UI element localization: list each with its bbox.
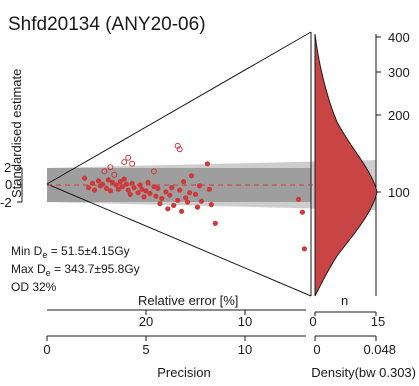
data-point	[139, 186, 145, 192]
data-point	[95, 178, 102, 184]
data-point	[117, 179, 123, 185]
right-axis: 400 300 200 100	[376, 30, 410, 200]
right-tick-label: 200	[388, 108, 410, 123]
data-point-open	[107, 164, 114, 171]
data-point	[169, 185, 175, 191]
data-point	[188, 173, 195, 179]
data-point-open	[150, 168, 157, 175]
n-tick-label: 15	[371, 314, 385, 329]
data-point	[163, 189, 169, 195]
data-point-open	[125, 154, 132, 161]
data-point	[151, 184, 157, 190]
data-point	[167, 192, 173, 198]
wedge-lower-line	[46, 183, 312, 297]
data-point	[208, 202, 214, 208]
y-axis-label: Standardised estimate	[9, 69, 24, 198]
data-point	[301, 246, 307, 252]
data-point	[127, 191, 133, 197]
n-tick-label: 0	[309, 314, 316, 329]
data-point	[159, 196, 165, 202]
data-point	[115, 186, 121, 192]
precision-tick-label: 0	[43, 342, 50, 357]
stat-min-de: Min De = 51.5±4.15Gy	[11, 244, 130, 260]
data-point-open	[101, 168, 108, 175]
data-point	[153, 193, 159, 199]
data-point	[113, 182, 119, 188]
density-curve	[314, 33, 378, 297]
data-point	[165, 206, 171, 212]
density-axis-label: Density(bw 0.303)	[311, 365, 416, 380]
data-point	[299, 209, 305, 215]
data-point	[198, 198, 204, 204]
data-point	[185, 199, 191, 205]
chart-title: Shfd20134 (ANY20-06)	[8, 14, 206, 35]
relative-error-label: Relative error [%]	[138, 293, 238, 308]
data-point	[107, 188, 113, 194]
data-point	[204, 161, 210, 167]
stat-max-de: Max De = 343.7±95.8Gy	[11, 262, 140, 278]
data-point	[157, 201, 163, 207]
data-points	[82, 142, 307, 252]
data-point	[123, 181, 129, 187]
data-point	[82, 175, 88, 181]
data-point	[86, 185, 92, 191]
density-tick-label: 0.048	[363, 342, 396, 357]
stat-od: OD 32%	[11, 280, 57, 294]
right-tick-label: 300	[388, 65, 410, 80]
data-point	[89, 180, 96, 186]
data-point	[179, 208, 185, 214]
data-point	[105, 177, 111, 183]
data-point	[143, 188, 149, 194]
data-point-open	[121, 159, 128, 166]
y-tick-label: 0	[5, 177, 12, 192]
data-point	[183, 195, 189, 201]
data-point	[129, 180, 135, 186]
data-point	[99, 181, 105, 187]
data-point	[212, 220, 218, 226]
data-point	[187, 190, 193, 196]
data-point	[206, 186, 212, 192]
relative-error-tick-label: 10	[238, 314, 252, 329]
data-point	[91, 187, 98, 193]
n-label: n	[341, 293, 348, 308]
data-point-open	[129, 160, 136, 167]
data-point	[119, 184, 125, 190]
data-point	[175, 197, 181, 203]
data-point	[181, 179, 187, 185]
relative-error-tick-label: 20	[139, 314, 153, 329]
precision-axis-label: Precision	[157, 365, 210, 380]
data-point	[194, 204, 201, 210]
data-point	[177, 187, 183, 193]
data-point	[109, 179, 115, 185]
data-point	[131, 185, 137, 191]
data-point	[295, 196, 302, 202]
data-point	[125, 187, 131, 193]
data-point	[147, 190, 153, 197]
right-tick-label: 100	[388, 185, 410, 200]
precision-tick-label: 5	[142, 342, 149, 357]
data-point	[103, 185, 109, 191]
wedge-upper-line	[46, 31, 312, 185]
data-point	[155, 185, 161, 191]
data-point	[135, 190, 141, 196]
data-point-open	[176, 146, 183, 153]
data-point	[196, 183, 203, 189]
y-tick-label: 2	[4, 160, 11, 175]
data-point	[137, 182, 143, 188]
data-point	[121, 176, 127, 182]
precision-tick-label: 10	[238, 342, 252, 357]
y-tick-label: -2	[0, 195, 12, 210]
data-point	[192, 191, 199, 197]
right-tick-label: 400	[388, 30, 410, 45]
density-tick-label: 0	[313, 342, 320, 357]
data-point	[171, 202, 177, 208]
data-point	[145, 179, 151, 185]
data-point	[141, 194, 147, 200]
data-point-open	[111, 171, 118, 178]
